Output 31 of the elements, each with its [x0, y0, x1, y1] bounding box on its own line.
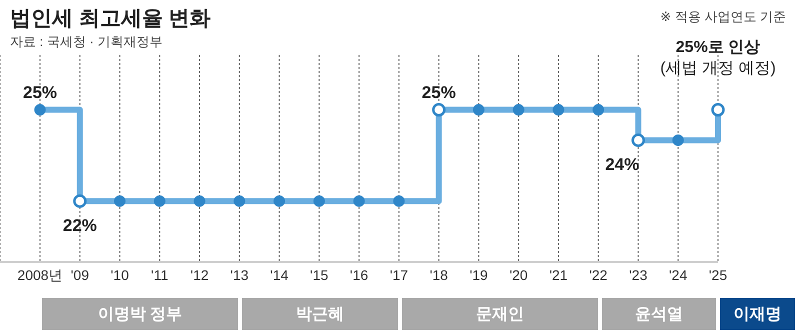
x-tick-label: '18	[430, 266, 448, 283]
chart-title: 법인세 최고세율 변화	[10, 6, 211, 32]
x-tick-label: '19	[470, 266, 488, 283]
x-tick-label: '15	[310, 266, 329, 283]
x-tick-label: '17	[390, 266, 408, 283]
x-tick-label: 2008년	[17, 266, 63, 283]
text: 문재인	[402, 298, 598, 330]
text: ※ 적용 사업연도 기준	[660, 8, 786, 26]
x-tick-label: '22	[589, 266, 608, 283]
x-tick-label: '20	[509, 266, 528, 283]
text: 윤석열	[602, 298, 716, 330]
x-tick-label: '21	[549, 266, 568, 283]
chart-subtitle: 자료 : 국세청 · 기획재정부	[10, 33, 162, 51]
x-tick-label: '12	[190, 266, 209, 283]
x-tick-label: '13	[230, 266, 249, 283]
x-tick-label: '10	[110, 266, 130, 283]
x-tick-label: '11	[151, 266, 168, 283]
x-tick-label: '23	[629, 266, 648, 283]
data-label: 22%	[62, 216, 97, 236]
x-tick-label: '25	[708, 266, 728, 283]
data-label: 25%	[422, 82, 456, 102]
data-label: 25%	[22, 82, 58, 102]
text: 이재명	[720, 298, 795, 330]
x-tick-label: '24	[668, 266, 688, 283]
annotation: 25%로 인상 (세법 개정 예정)	[660, 38, 776, 77]
text: 이명박 정부	[42, 298, 238, 330]
text: 박근혜	[242, 298, 398, 330]
x-tick-label: '09	[70, 266, 90, 283]
x-tick-label: '14	[270, 266, 289, 283]
data-label: 24%	[605, 155, 640, 174]
x-tick-label: '16	[350, 266, 368, 283]
